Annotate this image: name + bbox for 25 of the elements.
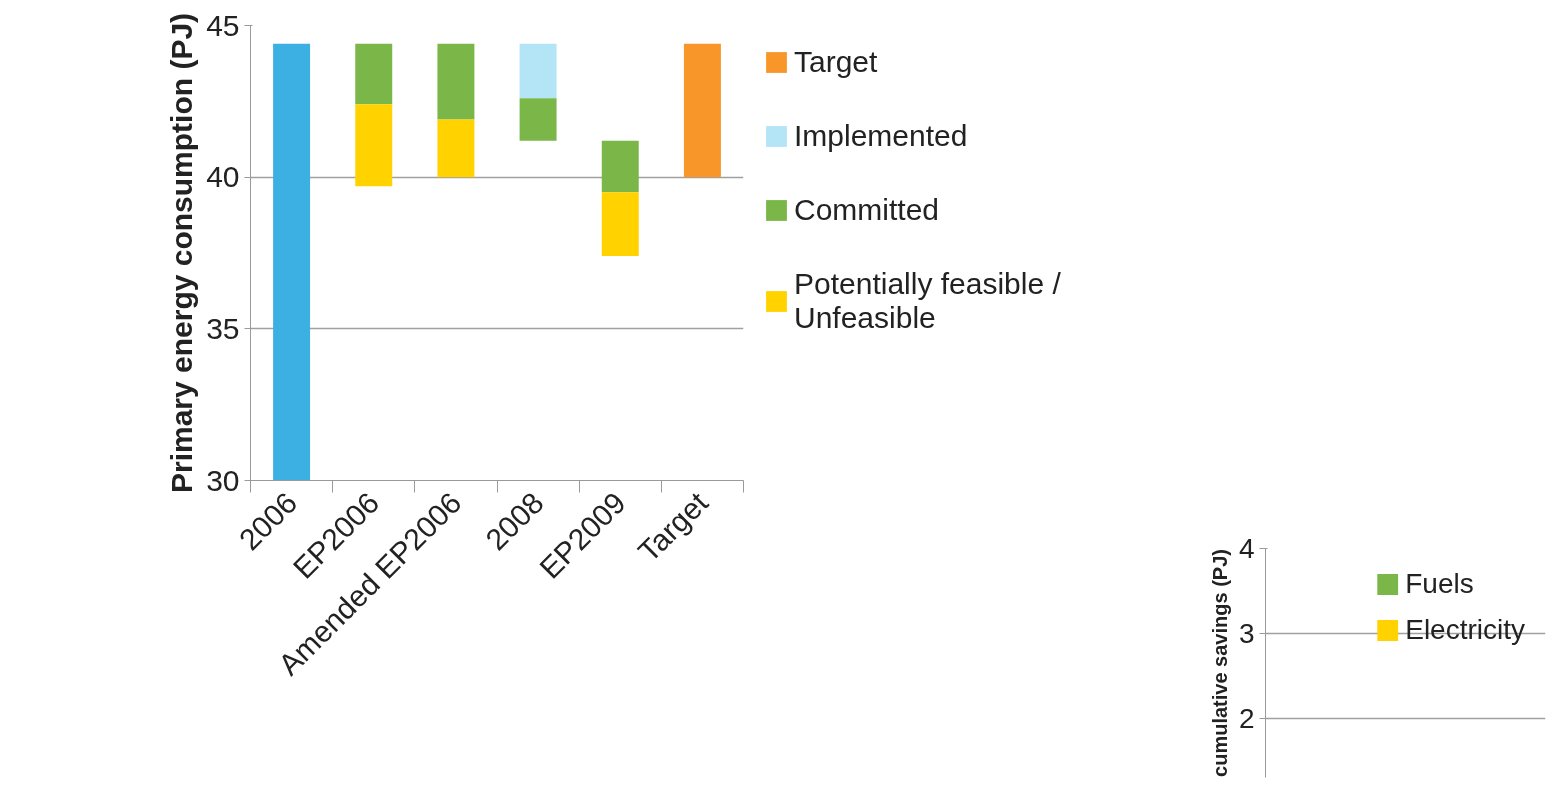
bar (355, 43, 393, 105)
bar (273, 43, 311, 481)
legend-label: Implemented (794, 119, 968, 153)
legend-label: Target (794, 45, 878, 79)
legend-label: Committed (794, 193, 940, 227)
legend-label: Fuels (1405, 568, 1474, 600)
bar (601, 192, 639, 257)
y-tick-label: 30 (206, 463, 240, 497)
y-axis-title: Primary energy consumption (PJ) (165, 12, 199, 494)
y-tick-label: 4 (1238, 533, 1255, 564)
bar (437, 119, 475, 178)
legend-label: Electricity (1405, 614, 1525, 646)
y-tick-label: 2 (1238, 702, 1255, 734)
bar (355, 104, 393, 187)
bar (683, 43, 721, 178)
y-axis-title: cumulative savings (PJ) (1208, 549, 1231, 777)
y-tick-label: 3 (1238, 617, 1255, 649)
legend-label: Potentially feasible / Unfeasible (794, 267, 1061, 335)
y-tick-label: 40 (206, 160, 240, 194)
bar (519, 43, 557, 99)
y-tick-label: 35 (206, 311, 240, 345)
bar (519, 98, 557, 141)
bar (437, 43, 475, 120)
y-tick-label: 45 (206, 8, 240, 42)
bar (601, 140, 639, 193)
